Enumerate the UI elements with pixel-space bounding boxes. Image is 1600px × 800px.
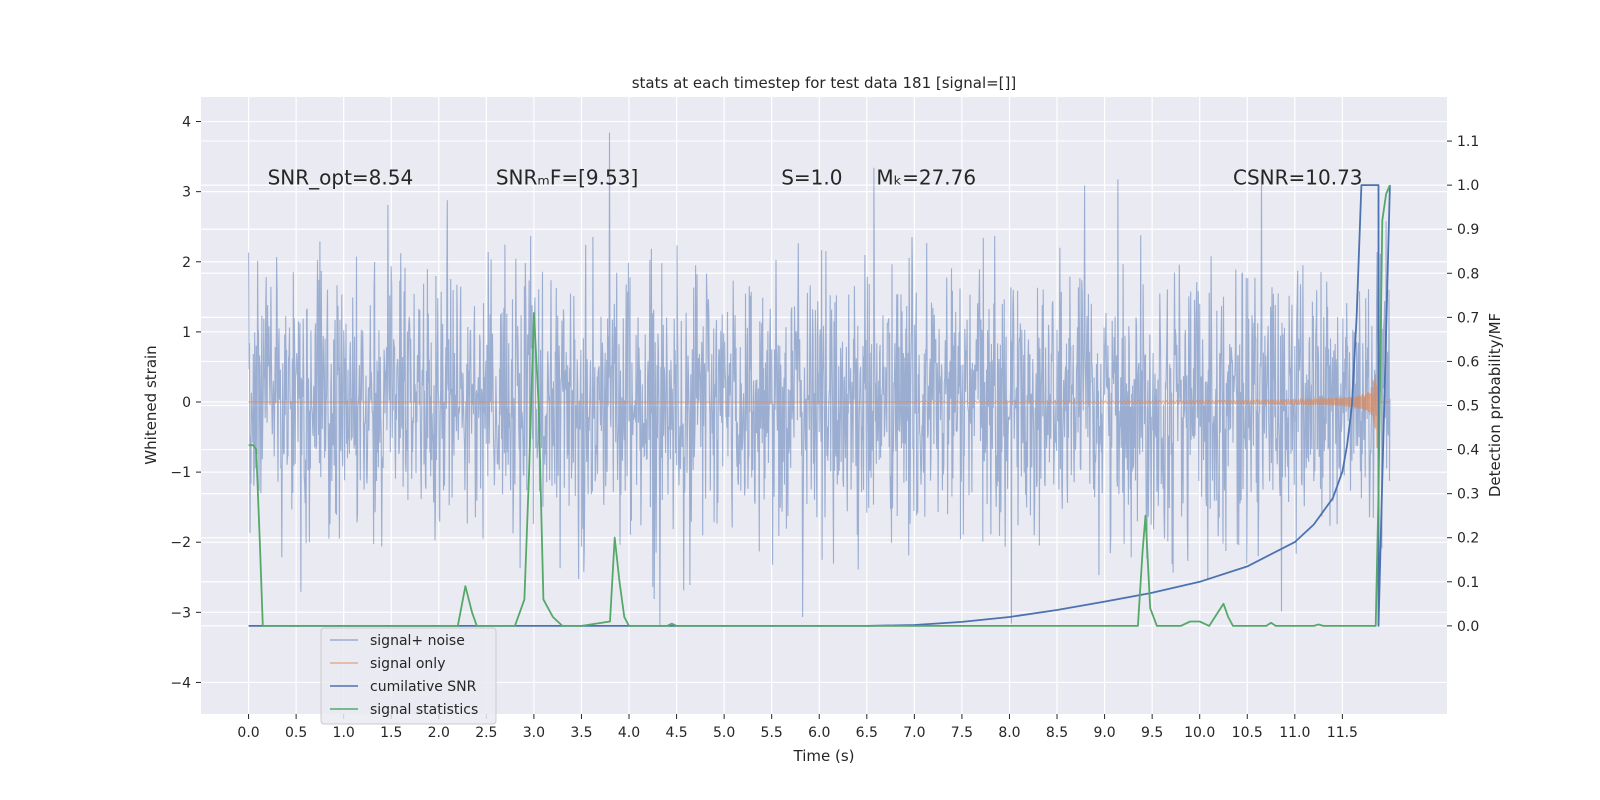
annotation-csnr: CSNR=10.73 (1233, 166, 1363, 190)
x-tick-label: 8.0 (998, 725, 1020, 741)
annotation-s-value: S=1.0 (781, 166, 842, 190)
annotations: SNR_opt=8.54 SNRₘF=[9.53] S=1.0 Mₖ=27.76 CSN… (268, 166, 1363, 190)
x-tick-label: 9.5 (1141, 725, 1163, 741)
x-tick-label: 11.5 (1327, 725, 1358, 741)
x-tick-label: 0.0 (237, 725, 259, 741)
y-right-tick-label: 0.7 (1457, 310, 1479, 326)
chart-title: stats at each timestep for test data 181… (632, 74, 1017, 92)
x-tick-label: 3.5 (570, 725, 592, 741)
y-left-tick-label: 3 (182, 185, 191, 201)
x-tick-label: 10.0 (1184, 725, 1215, 741)
y-right-tick-label: 0.5 (1457, 399, 1479, 415)
x-tick-label: 5.0 (713, 725, 735, 741)
x-tick-label: 2.0 (428, 725, 450, 741)
y-left-tick-label: 1 (182, 325, 191, 341)
legend-label-signal-only: signal only (370, 656, 445, 672)
y-right-tick-label: 0.8 (1457, 266, 1479, 282)
x-tick-label: 1.5 (380, 725, 402, 741)
y-axis-label-left: Whitened strain (142, 345, 160, 464)
y-axis-label-right: Detection probability/MF (1486, 313, 1504, 497)
series-layer (248, 132, 1391, 627)
series-cumulative-snr (248, 184, 1391, 627)
x-tick-label: 5.5 (761, 725, 783, 741)
annotation-chirp-mass: Mₖ=27.76 (876, 166, 976, 190)
y-right-tick-label: 0.0 (1457, 619, 1479, 635)
axes-layer: 0.0 0.5 1.0 1.5 2.0 2.5 3.0 3.5 4.0 4.5 5.0 5.5 6.0 6… (170, 115, 1479, 741)
x-tick-label: 11.0 (1279, 725, 1310, 741)
legend-box (320, 627, 497, 725)
y-left-tick-label: 0 (182, 395, 191, 411)
y-right-tick-label: 0.2 (1457, 531, 1479, 547)
y-left-tick-label: 4 (182, 115, 191, 131)
series-signal-only (248, 293, 1390, 449)
x-axis-label: Time (s) (793, 747, 855, 765)
y-left-tick-label: −1 (170, 465, 191, 481)
y-right-tick-label: 1.0 (1457, 178, 1479, 194)
annotation-snr-mf: SNRₘF=[9.53] (496, 166, 638, 190)
x-tick-label: 0.5 (285, 725, 307, 741)
x-tick-label: 8.5 (1046, 725, 1068, 741)
y-left-tick-label: −3 (170, 605, 191, 621)
legend: signal+ noise signal only cumilative SNR… (320, 627, 497, 725)
x-tick-label: 3.0 (523, 725, 545, 741)
series-signal-noise (248, 132, 1391, 627)
x-tick-label: 6.0 (808, 725, 830, 741)
x-tick-label: 4.5 (665, 725, 687, 741)
legend-label-cumulative-snr: cumilative SNR (370, 679, 477, 695)
x-tick-label: 2.5 (475, 725, 497, 741)
y-left-tick-label: −4 (170, 675, 191, 691)
y-right-tick-label: 1.1 (1457, 134, 1479, 150)
x-tick-label: 10.5 (1232, 725, 1263, 741)
x-tick-label: 7.5 (951, 725, 973, 741)
y-right-tick-label: 0.9 (1457, 222, 1479, 238)
x-tick-label: 4.0 (618, 725, 640, 741)
annotation-snr-opt: SNR_opt=8.54 (268, 166, 414, 190)
y-right-tick-label: 0.4 (1457, 443, 1479, 459)
y-right-tick-label: 0.3 (1457, 487, 1479, 503)
x-tick-label: 7.0 (903, 725, 925, 741)
series-signal-statistics (248, 184, 1391, 627)
x-tick-label: 9.0 (1093, 725, 1115, 741)
y-right-tick-label: 0.1 (1457, 575, 1479, 591)
legend-label-signal-statistics: signal statistics (370, 702, 478, 718)
x-tick-label: 1.0 (333, 725, 355, 741)
y-left-tick-label: −2 (170, 535, 191, 551)
legend-label-signal-noise: signal+ noise (370, 633, 465, 649)
y-left-tick-label: 2 (182, 255, 191, 271)
y-right-tick-label: 0.6 (1457, 354, 1479, 370)
x-tick-label: 6.5 (856, 725, 878, 741)
